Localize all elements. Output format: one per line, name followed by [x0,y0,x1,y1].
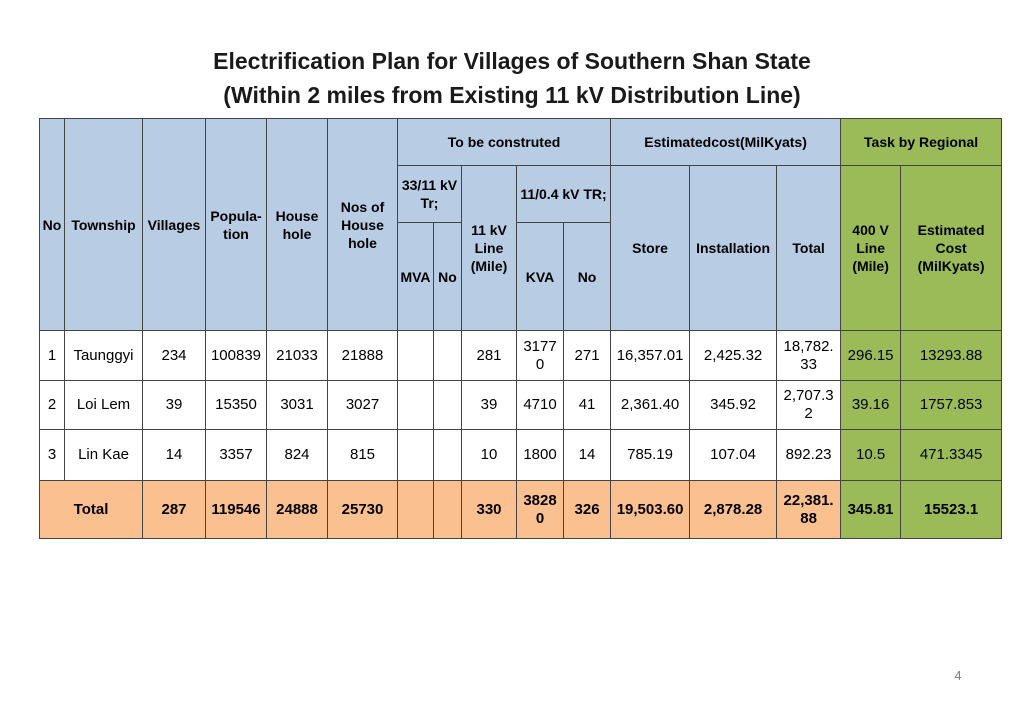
header-store: Store [610,165,691,331]
total-no-33 [433,480,462,539]
cell-no: 2 [39,380,65,430]
total-no-11: 326 [562,480,612,539]
cell-mva [397,429,434,481]
header-kva: KVA [516,222,564,331]
cell-no-11: 14 [562,429,612,481]
header-total: Total [776,165,842,331]
cell-installation: 2,425.32 [689,330,778,381]
header-population: Popula-tion [205,118,267,331]
header-to-be-constructed: To be construted [396,118,612,166]
title-line-2: (Within 2 miles from Existing 11 kV Dist… [223,82,801,108]
cell-store: 785.19 [610,429,691,481]
total-household: 24888 [266,480,328,539]
total-installation: 2,878.28 [689,480,778,539]
header-estimated-cost-regional: Estimated Cost (MilKyats) [900,165,1003,331]
total-label: Total [39,480,143,539]
cell-no: 3 [39,429,65,481]
cell-township: Lin Kae [64,429,143,481]
total-total: 22,381. 88 [776,480,842,539]
total-nos-household: 25730 [327,480,398,539]
cell-no-11: 41 [562,380,612,430]
cell-mva [397,330,434,381]
table-row: 2 Loi Lem 39 15350 3031 3027 39 4710 41 … [39,380,1003,430]
total-store: 19,503.60 [610,480,691,539]
cell-nos-household: 815 [327,429,398,481]
cell-kva: 4710 [516,380,564,430]
cell-no: 1 [39,330,65,381]
cell-nos-household: 21888 [327,330,398,381]
total-row: Total 287 119546 24888 25730 330 3828 0 … [39,480,1003,539]
header-no-11: No [562,222,612,331]
electrification-table: No Township Villages Popula-tion House h… [39,118,1003,539]
cell-store: 16,357.01 [610,330,691,381]
cell-kva: 1800 [516,429,564,481]
header-household: House hole [266,118,328,331]
cell-11kv-line: 281 [461,330,517,381]
total-kva: 3828 0 [516,480,564,539]
total-villages: 287 [142,480,206,539]
table-row: 3 Lin Kae 14 3357 824 815 10 1800 14 785… [39,429,1003,481]
page-title: Electrification Plan for Villages of Sou… [0,44,1024,112]
total-11kv-line: 330 [461,480,517,539]
cell-kva: 3177 0 [516,330,564,381]
header-villages: Villages [142,118,206,331]
header-no-33: No [433,222,462,331]
cell-400v-line: 39.16 [840,380,902,430]
header-installation: Installation [689,165,778,331]
cell-store: 2,361.40 [610,380,691,430]
cell-household: 824 [266,429,328,481]
header-tr-33-11: 33/11 kV Tr; [397,165,462,223]
cell-11kv-line: 39 [461,380,517,430]
cell-no-11: 271 [562,330,612,381]
cell-township: Loi Lem [64,380,143,430]
header-task-regional: Task by Regional [840,118,1003,166]
cell-cost: 471.3345 [900,429,1003,481]
table-row: 1 Taunggyi 234 100839 21033 21888 281 31… [39,330,1003,381]
cell-total: 892.23 [776,429,842,481]
cell-population: 15350 [205,380,267,430]
cell-installation: 345.92 [689,380,778,430]
cell-400v-line: 10.5 [840,429,902,481]
cell-cost: 1757.853 [900,380,1003,430]
header-estimated-cost: Estimatedcost(MilKyats) [610,118,842,166]
header-mva: MVA [397,222,434,331]
cell-population: 100839 [205,330,267,381]
cell-household: 21033 [266,330,328,381]
header-400v-line: 400 V Line (Mile) [840,165,902,331]
total-mva [397,480,434,539]
cell-nos-household: 3027 [327,380,398,430]
title-line-1: Electrification Plan for Villages of Sou… [213,48,811,74]
cell-villages: 234 [142,330,206,381]
cell-400v-line: 296.15 [840,330,902,381]
cell-villages: 39 [142,380,206,430]
total-population: 119546 [205,480,267,539]
total-cost: 15523.1 [900,480,1003,539]
cell-no-33 [433,330,462,381]
cell-household: 3031 [266,380,328,430]
cell-total: 2,707.3 2 [776,380,842,430]
page-number: 4 [954,668,962,683]
cell-population: 3357 [205,429,267,481]
cell-villages: 14 [142,429,206,481]
cell-installation: 107.04 [689,429,778,481]
header-township: Township [64,118,143,331]
cell-township: Taunggyi [64,330,143,381]
cell-no-33 [433,380,462,430]
cell-total: 18,782. 33 [776,330,842,381]
header-tr-11-04: 11/0.4 kV TR; [515,165,612,223]
header-nos-household: Nos of House hole [327,118,398,331]
header-11kv-line: 11 kV Line (Mile) [461,165,517,331]
cell-11kv-line: 10 [461,429,517,481]
cell-mva [397,380,434,430]
header-no: No [39,118,65,331]
cell-cost: 13293.88 [900,330,1003,381]
cell-no-33 [433,429,462,481]
total-400v-line: 345.81 [840,480,902,539]
